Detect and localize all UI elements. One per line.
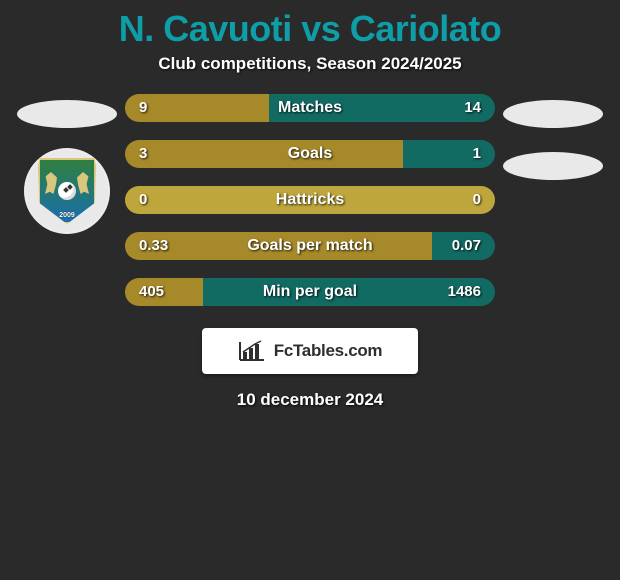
source-logo: FcTables.com	[202, 328, 418, 374]
stat-category-label: Goals	[288, 140, 332, 168]
stat-bar-row: 9 14 Matches	[125, 94, 495, 122]
player-name-ellipse	[17, 100, 117, 128]
page-title: N. Cavuoti vs Cariolato	[0, 0, 620, 54]
club-name-ellipse	[503, 152, 603, 180]
stat-value-right: 1486	[448, 278, 481, 306]
source-logo-text: FcTables.com	[274, 341, 383, 361]
stat-value-left: 0.33	[139, 232, 168, 260]
stat-value-left: 3	[139, 140, 147, 168]
stat-bar-row: 0 0 Hattricks	[125, 186, 495, 214]
left-player-column: 2009	[17, 94, 117, 234]
comparison-stage: 2009 9 14 Matches 3 1 Goals 0 0 Hattricks 0.33 0.0…	[0, 94, 620, 306]
stat-bar-row: 3 1 Goals	[125, 140, 495, 168]
subtitle: Club competitions, Season 2024/2025	[0, 54, 620, 94]
club-badge-left: 2009	[24, 148, 110, 234]
stat-value-right: 1	[473, 140, 481, 168]
stat-category-label: Hattricks	[276, 186, 344, 214]
date-text: 10 december 2024	[0, 390, 620, 410]
stat-value-right: 14	[464, 94, 481, 122]
badge-year: 2009	[40, 212, 94, 219]
stat-bar-row: 405 1486 Min per goal	[125, 278, 495, 306]
stat-value-left: 405	[139, 278, 164, 306]
stat-category-label: Min per goal	[263, 278, 357, 306]
stat-bar-row: 0.33 0.07 Goals per match	[125, 232, 495, 260]
stat-category-label: Matches	[278, 94, 342, 122]
stat-bars: 9 14 Matches 3 1 Goals 0 0 Hattricks 0.33 0.07 Goal…	[125, 94, 495, 306]
stat-value-right: 0.07	[452, 232, 481, 260]
stat-bar-right-segment	[403, 140, 496, 168]
stat-category-label: Goals per match	[247, 232, 372, 260]
right-player-column	[503, 94, 603, 180]
club-shield-icon: 2009	[38, 158, 96, 224]
stat-value-left: 0	[139, 186, 147, 214]
stat-value-left: 9	[139, 94, 147, 122]
bar-chart-icon	[238, 340, 266, 362]
stat-bar-left-segment	[125, 140, 403, 168]
stat-value-right: 0	[473, 186, 481, 214]
player-name-ellipse	[503, 100, 603, 128]
